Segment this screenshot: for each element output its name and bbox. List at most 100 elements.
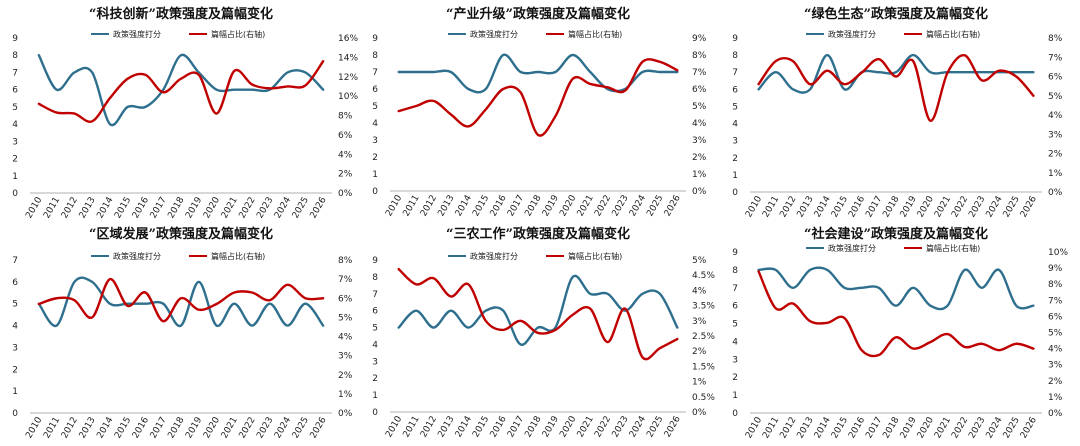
y2-tick-label: 16% — [338, 34, 358, 44]
legend-label-2: 篇幅占比(右轴) — [211, 251, 265, 261]
y-tick-label: 3 — [12, 343, 18, 353]
x-tick-label: 2012 — [419, 415, 439, 440]
y-tick-label: 3 — [732, 137, 738, 147]
y2-tick-label: 3% — [338, 352, 353, 362]
x-tick-label: 2014 — [95, 195, 115, 220]
x-tick-label: 2019 — [899, 194, 919, 219]
x-tick-label: 2022 — [593, 194, 613, 219]
y-tick-label: 6 — [732, 302, 738, 312]
y-tick-label: 2 — [732, 373, 738, 383]
y-tick-label: 3 — [732, 355, 738, 365]
x-tick-label: 2015 — [830, 416, 850, 441]
y2-tick-label: 7% — [692, 68, 707, 78]
y-tick-label: 6 — [12, 278, 18, 288]
x-tick-label: 2025 — [1002, 416, 1022, 441]
y2-tick-label: 1% — [1048, 393, 1063, 403]
y2-tick-label: 7% — [1048, 53, 1063, 63]
y-tick-label: 1 — [372, 170, 378, 180]
x-tick-label: 2026 — [663, 414, 683, 439]
x-tick-label: 2013 — [796, 195, 816, 220]
y-tick-label: 1 — [12, 387, 18, 397]
x-tick-label: 2022 — [950, 416, 970, 441]
y2-tick-label: 8% — [338, 256, 353, 266]
y-tick-label: 0 — [372, 408, 378, 418]
x-tick-label: 2016 — [131, 415, 151, 440]
x-tick-label: 2015 — [830, 195, 850, 220]
y2-tick-label: 0.5% — [692, 393, 715, 403]
x-tick-label: 2026 — [663, 193, 683, 218]
y2-tick-label: 6% — [692, 85, 707, 95]
x-tick-label: 2020 — [558, 193, 578, 218]
legend-label-1: 政策强度打分 — [828, 243, 876, 253]
y-tick-label: 7 — [372, 68, 378, 78]
chart-title: “绿色生态”政策强度及篇幅变化 — [804, 6, 988, 22]
x-tick-label: 2022 — [238, 416, 258, 441]
y-tick-label: 8 — [372, 51, 378, 61]
x-tick-label: 2023 — [255, 196, 275, 221]
y2-tick-label: 14% — [338, 53, 358, 63]
y2-tick-label: 4% — [338, 150, 353, 160]
x-tick-label: 2022 — [950, 194, 970, 219]
x-tick-label: 2024 — [628, 414, 648, 439]
legend-label-1: 政策强度打分 — [828, 29, 876, 39]
y2-tick-label: 2% — [692, 347, 707, 357]
y-tick-label: 1 — [12, 172, 18, 182]
y-tick-label: 5 — [12, 103, 18, 113]
y2-tick-label: 2% — [1048, 377, 1063, 387]
x-tick-label: 2012 — [778, 195, 798, 220]
y-tick-label: 3 — [12, 137, 18, 147]
y2-tick-label: 6% — [1048, 73, 1063, 83]
y-tick-label: 4 — [732, 120, 738, 130]
series-line-2 — [757, 270, 1035, 358]
x-tick-label: 2019 — [184, 195, 204, 220]
x-tick-label: 2018 — [166, 415, 186, 440]
x-tick-label: 2011 — [402, 194, 422, 219]
x-tick-label: 2023 — [967, 195, 987, 220]
series-line-2 — [397, 267, 679, 361]
x-tick-label: 2018 — [523, 414, 543, 439]
y2-tick-label: 0% — [338, 189, 353, 199]
x-tick-label: 2026 — [309, 195, 329, 220]
y2-tick-label: 4% — [1048, 345, 1063, 355]
y2-tick-label: 0% — [338, 409, 353, 419]
x-tick-label: 2010 — [24, 415, 44, 440]
y2-tick-label: 3.5% — [692, 302, 715, 312]
x-tick-label: 2026 — [309, 415, 329, 440]
x-tick-label: 2014 — [95, 415, 115, 440]
x-tick-label: 2019 — [184, 415, 204, 440]
x-tick-label: 2012 — [60, 196, 80, 221]
y2-tick-label: 0% — [1048, 188, 1063, 198]
y2-tick-label: 4% — [692, 119, 707, 129]
x-tick-label: 2021 — [576, 194, 596, 219]
y-tick-label: 7 — [732, 284, 738, 294]
y-tick-label: 0 — [12, 189, 18, 199]
y-tick-label: 6 — [372, 85, 378, 95]
x-tick-label: 2025 — [645, 194, 665, 219]
y2-tick-label: 8% — [1048, 280, 1063, 290]
y-tick-label: 2 — [12, 365, 18, 375]
y-tick-label: 5 — [12, 300, 18, 310]
x-tick-label: 2010 — [384, 414, 404, 439]
x-tick-label: 2016 — [489, 193, 509, 218]
series-line-1 — [397, 274, 679, 346]
x-tick-label: 2011 — [42, 196, 62, 221]
y-tick-label: 5 — [732, 102, 738, 112]
y-tick-label: 8 — [732, 51, 738, 61]
series-line-1 — [37, 276, 325, 328]
x-tick-label: 2021 — [933, 416, 953, 441]
x-tick-label: 2014 — [813, 194, 833, 219]
y2-tick-label: 8% — [338, 112, 353, 122]
y2-tick-label: 7% — [338, 275, 353, 285]
x-tick-label: 2015 — [113, 196, 133, 221]
y-tick-label: 2 — [732, 154, 738, 164]
chart-title: “产业升级”政策强度及篇幅变化 — [446, 6, 630, 22]
x-tick-label: 2023 — [611, 415, 631, 440]
x-tick-label: 2021 — [220, 196, 240, 221]
y-tick-label: 4 — [12, 322, 18, 332]
x-tick-label: 2011 — [761, 195, 781, 220]
y2-tick-label: 0% — [692, 408, 707, 418]
y-tick-label: 1 — [372, 391, 378, 401]
y-tick-label: 3 — [372, 136, 378, 146]
